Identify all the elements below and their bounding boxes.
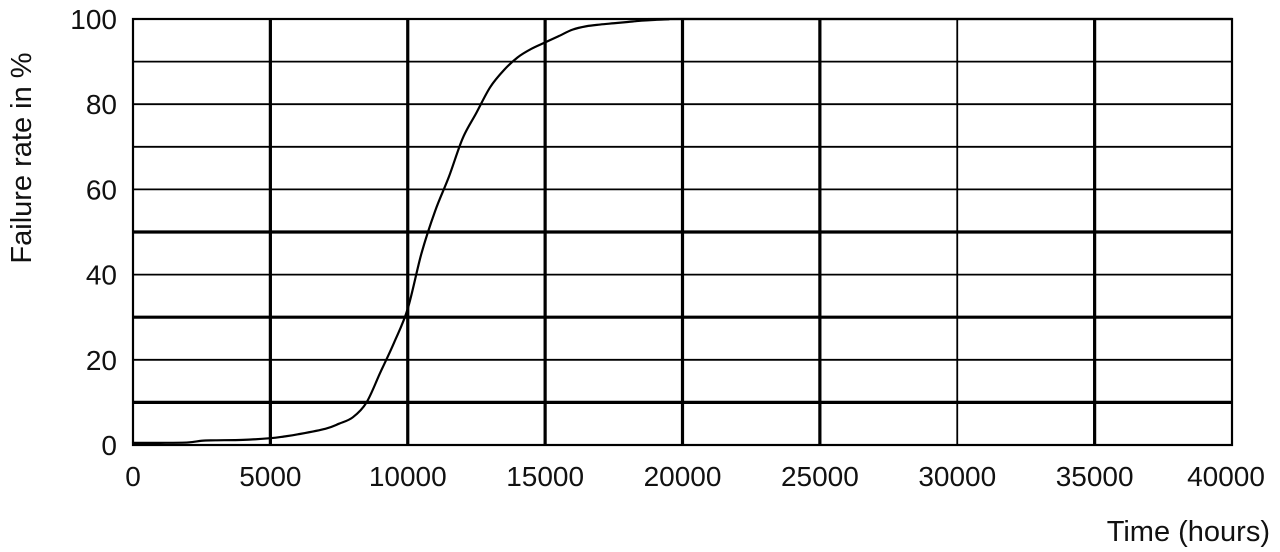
x-tick-label-25000: 25000 (781, 461, 859, 492)
x-tick-label-20000: 20000 (644, 461, 722, 492)
x-tick-label-15000: 15000 (506, 461, 584, 492)
series-line-0 (131, 17, 1234, 445)
x-tick-label-5000: 5000 (239, 461, 301, 492)
x-tick-labels: 0 5000 10000 15000 20000 25000 30000 35000 40000 (125, 461, 1265, 492)
y-tick-labels: 0 20 40 60 80 100 (70, 4, 117, 461)
y-tick-label-0: 0 (101, 430, 117, 461)
x-tick-label-30000: 30000 (918, 461, 996, 492)
y-axis-title: Failure rate in % (6, 52, 38, 263)
y-tick-label-20: 20 (86, 345, 117, 376)
series-layer (131, 17, 1234, 445)
y-tick-label-60: 60 (86, 174, 117, 205)
y-tick-label-100: 100 (70, 4, 117, 35)
x-tick-label-0: 0 (125, 461, 141, 492)
x-tick-label-40000: 40000 (1187, 461, 1265, 492)
x-axis-title: Time (hours) (1107, 516, 1270, 548)
x-tick-label-35000: 35000 (1056, 461, 1134, 492)
y-tick-label-80: 80 (86, 89, 117, 120)
y-tick-label-40: 40 (86, 260, 117, 291)
x-tick-label-10000: 10000 (369, 461, 447, 492)
